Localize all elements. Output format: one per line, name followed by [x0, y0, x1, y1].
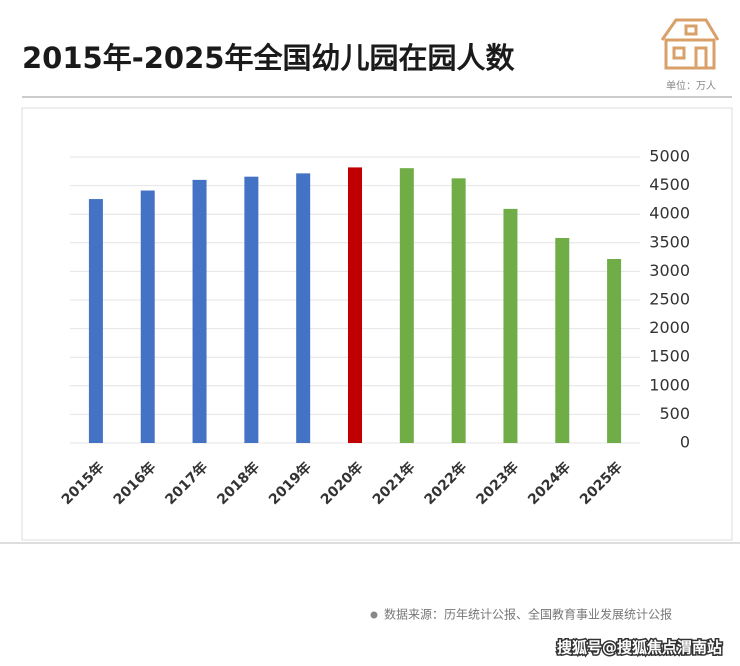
y-tick-label: 4000 — [649, 204, 690, 223]
bar — [451, 178, 466, 443]
bar — [192, 179, 207, 443]
y-tick-label: 1500 — [649, 347, 690, 366]
chart-title: 2015年-2025年全国幼儿园在园人数 — [22, 41, 515, 75]
house-icon — [660, 18, 720, 70]
bar — [555, 237, 570, 443]
bar — [88, 199, 103, 443]
bar — [140, 190, 155, 443]
unit-label: 单位：万人 — [666, 79, 716, 92]
y-tick-label: 500 — [659, 404, 690, 423]
bar — [244, 176, 259, 443]
y-tick-label: 2000 — [649, 318, 690, 337]
bar — [607, 258, 622, 443]
y-tick-label: 5000 — [649, 147, 690, 166]
y-tick-label: 1000 — [649, 375, 690, 394]
bar — [503, 208, 518, 443]
source-note: 数据来源：历年统计公报、全国教育事业发展统计公报 — [384, 607, 672, 622]
bar — [296, 173, 311, 444]
source-bullet — [370, 611, 378, 619]
y-tick-label: 2500 — [649, 290, 690, 309]
bar — [399, 168, 414, 444]
bar — [348, 167, 362, 443]
chart-frame — [21, 107, 733, 541]
watermark: 搜狐号@搜狐焦点渭南站 — [557, 639, 722, 657]
y-tick-label: 3500 — [649, 232, 690, 251]
y-tick-label: 0 — [680, 433, 690, 452]
y-tick-label: 4500 — [649, 175, 690, 194]
y-tick-label: 3000 — [649, 261, 690, 280]
